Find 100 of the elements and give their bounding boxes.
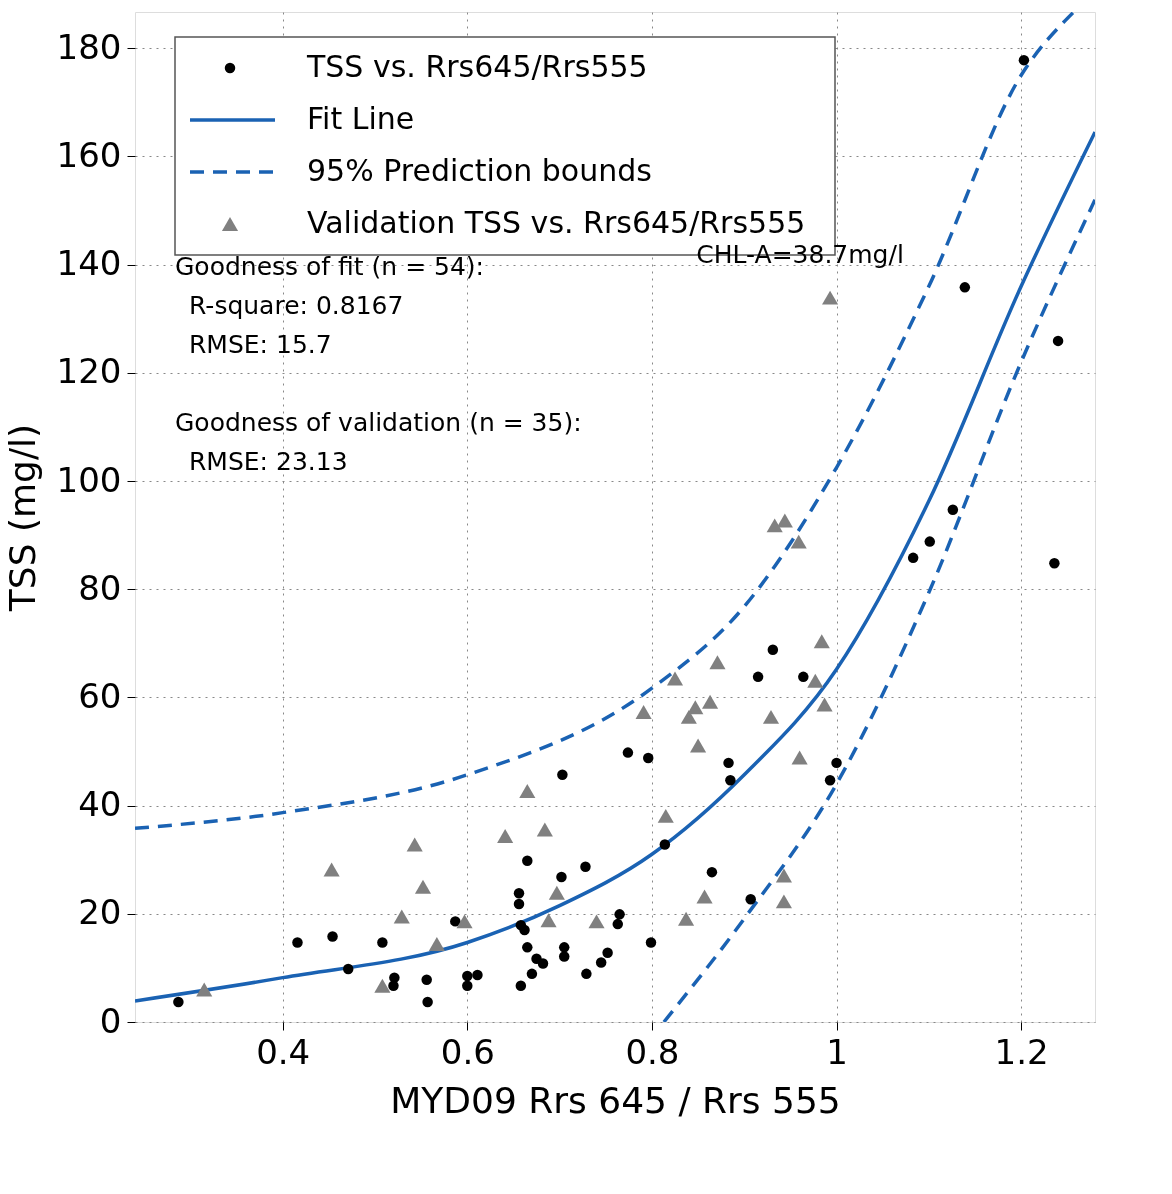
point: [622, 747, 634, 758]
point: [959, 282, 971, 293]
point: [807, 673, 824, 688]
point: [762, 709, 780, 724]
y-tick-label: 140: [56, 243, 122, 284]
point: [292, 937, 303, 948]
line-series: [135, 130, 1095, 1003]
point: [690, 738, 707, 753]
point: [602, 947, 613, 958]
legend-label: Validation TSS vs. Rrs645/Rrs555: [307, 205, 806, 240]
point: [519, 924, 530, 936]
y-tick-label: 80: [78, 567, 122, 608]
point: [666, 671, 684, 686]
y-axis-title: TSS (mg/l): [1, 423, 43, 613]
point: [1018, 54, 1030, 66]
legend-label: 95% Prediction bounds: [307, 153, 652, 188]
point: [791, 750, 808, 765]
point: [557, 769, 568, 781]
point: [558, 951, 570, 962]
point: [816, 697, 833, 712]
y-tick-label: 100: [56, 459, 122, 500]
point: [519, 784, 536, 798]
point: [680, 709, 697, 724]
point: [462, 970, 473, 982]
line-series: [135, 12, 1076, 831]
point: [723, 757, 734, 769]
x-tick-label: 0.8: [625, 1031, 680, 1072]
annotation: CHL-A=38.7mg/l: [696, 239, 904, 269]
y-tick-label: 0: [99, 1000, 122, 1041]
point: [702, 694, 719, 709]
point: [659, 839, 671, 850]
point: [393, 909, 410, 924]
point: [513, 888, 525, 899]
y-tick-label: 180: [56, 26, 122, 67]
x-axis-title: MYD09 Rrs 645 / Rrs 555: [390, 1079, 841, 1121]
x-tick-label: 1.2: [994, 1031, 1049, 1072]
point: [687, 700, 704, 715]
annotation: RMSE: 15.7: [189, 330, 332, 359]
y-tick-label: 40: [78, 784, 122, 825]
point: [1052, 335, 1064, 347]
point: [414, 879, 432, 894]
point: [766, 518, 783, 533]
annotation: RMSE: 23.13: [189, 447, 348, 476]
point: [522, 942, 533, 953]
annotation: R-square: 0.8167: [189, 291, 404, 320]
point: [374, 978, 391, 993]
x-tick-label: 0.6: [440, 1031, 495, 1072]
point: [614, 909, 625, 920]
point: [588, 914, 605, 929]
y-tick-label: 20: [78, 892, 122, 933]
y-tick-label: 120: [56, 351, 122, 392]
point: [924, 536, 936, 547]
point: [657, 808, 674, 823]
point: [580, 861, 591, 872]
point: [642, 752, 654, 764]
annotation: Goodness of validation (n = 35):: [175, 408, 582, 437]
point: [635, 705, 652, 719]
point: [462, 980, 473, 991]
point: [790, 534, 807, 549]
point: [540, 913, 557, 928]
annotation: Goodness of fit (n = 54):: [175, 252, 485, 281]
point: [456, 914, 473, 929]
legend-label: TSS vs. Rrs645/Rrs555: [306, 49, 648, 84]
point: [696, 889, 713, 904]
point: [706, 866, 718, 878]
point: [388, 980, 399, 991]
point: [548, 885, 565, 900]
point: [536, 822, 553, 837]
point: [678, 911, 695, 926]
point: [406, 837, 423, 852]
point: [342, 963, 354, 975]
point: [513, 898, 525, 910]
point: [725, 774, 736, 786]
point: [645, 937, 657, 948]
point: [822, 290, 839, 305]
point: [515, 980, 527, 991]
y-tick-label: 160: [56, 134, 122, 175]
point: [526, 968, 538, 980]
point: [767, 644, 779, 656]
point: [824, 774, 836, 786]
point: [537, 958, 549, 969]
x-tick-label: 1: [826, 1031, 848, 1072]
point: [813, 634, 830, 649]
point: [709, 655, 726, 670]
point: [327, 931, 338, 942]
point: [798, 671, 809, 683]
point: [595, 957, 607, 968]
point: [522, 855, 533, 867]
point: [173, 996, 184, 1008]
x-tick-label: 0.4: [256, 1031, 311, 1072]
point: [947, 504, 959, 515]
point: [1049, 558, 1060, 569]
point: [745, 893, 756, 905]
point: [422, 996, 433, 1008]
legend-label: Fit Line: [307, 101, 415, 136]
point: [907, 552, 919, 564]
point: [752, 671, 764, 683]
point: [421, 974, 432, 986]
point: [831, 757, 842, 769]
point: [196, 982, 213, 997]
